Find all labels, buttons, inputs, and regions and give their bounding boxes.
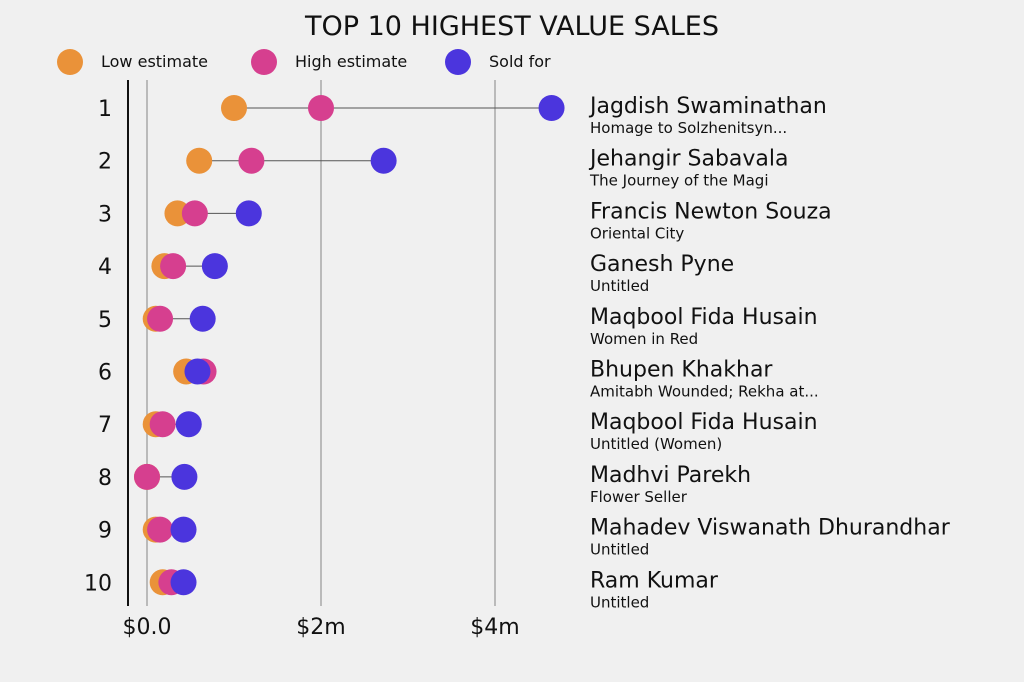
artwork-title: Oriental City [590, 224, 684, 242]
grid-lines [146, 80, 496, 606]
legend-item-low: Low estimate [57, 49, 208, 75]
chart-title: TOP 10 HIGHEST VALUE SALES [304, 11, 719, 42]
legend-marker-sold [445, 49, 471, 75]
legend-item-high: High estimate [251, 49, 407, 75]
rank-label: 9 [98, 519, 112, 544]
artwork-title: The Journey of the Magi [589, 172, 769, 190]
artwork-title: Untitled [590, 277, 649, 295]
rank-label: 10 [84, 571, 112, 596]
dot-high [238, 147, 265, 174]
legend-marker-low [57, 49, 83, 75]
dot-high [147, 516, 174, 543]
artist-name: Maqbool Fida Husain [590, 305, 818, 330]
artwork-title: Untitled (Women) [590, 435, 722, 453]
rank-label: 5 [98, 308, 112, 333]
x-tick-label: $0.0 [123, 615, 172, 640]
artwork-title: Untitled [590, 593, 649, 611]
legend: Low estimate High estimate Sold for [57, 49, 551, 75]
rank-label: 4 [98, 255, 112, 280]
dot-low [221, 95, 247, 121]
artist-name: Madhvi Parekh [590, 463, 751, 488]
dot-sold [184, 358, 211, 385]
rank-label: 2 [98, 150, 112, 175]
artist-name: Ganesh Pyne [590, 252, 734, 277]
dot-high [181, 200, 208, 227]
dot-sold [171, 463, 198, 490]
legend-item-sold: Sold for [445, 49, 551, 75]
dot-sold [235, 200, 262, 227]
artist-name: Jehangir Sabavala [588, 147, 789, 172]
legend-label-low: Low estimate [101, 52, 208, 71]
rank-label: 3 [98, 202, 112, 227]
dot-high [308, 95, 334, 121]
rank-label: 8 [98, 466, 112, 491]
x-tick-label: $2m [296, 615, 345, 640]
artwork-title: Untitled [590, 541, 649, 559]
dot-high [134, 463, 160, 490]
artist-name: Jagdish Swaminathan [588, 94, 827, 119]
dot-high [147, 305, 174, 332]
artwork-title: Women in Red [590, 330, 698, 348]
rank-label: 7 [98, 413, 112, 438]
dot-high [149, 411, 176, 438]
artwork-title: Homage to Solzhenitsyn... [590, 119, 787, 137]
dot-sold [175, 411, 202, 438]
artist-name: Francis Newton Souza [590, 199, 832, 224]
dot-sold [170, 569, 197, 596]
artist-name: Mahadev Viswanath Dhurandhar [590, 516, 951, 541]
artwork-title: Amitabh Wounded; Rekha at... [590, 383, 819, 401]
dot-sold [370, 147, 397, 174]
x-tick-label: $4m [470, 615, 519, 640]
dot-sold [170, 516, 197, 543]
dot-sold [201, 253, 228, 280]
artist-name: Ram Kumar [590, 568, 719, 593]
artist-name: Maqbool Fida Husain [590, 410, 818, 435]
artwork-title: Flower Seller [590, 488, 688, 506]
rank-label: 1 [98, 97, 112, 122]
dot-high [160, 253, 187, 280]
legend-label-sold: Sold for [489, 52, 551, 71]
x-axis-ticks: $0.0 $2m $4m [123, 615, 520, 640]
dot-sold [189, 305, 216, 332]
dot-low [186, 147, 213, 174]
legend-marker-high [251, 49, 277, 75]
artist-name: Bhupen Khakhar [590, 358, 773, 383]
dot-sold [538, 95, 565, 121]
legend-label-high: High estimate [295, 52, 407, 71]
rank-label: 6 [98, 361, 112, 386]
